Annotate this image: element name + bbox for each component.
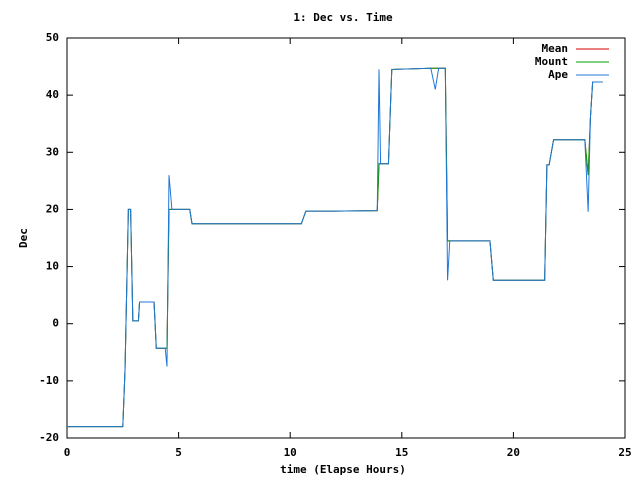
series-line <box>67 67 603 428</box>
chart-title: 1: Dec vs. Time <box>293 11 393 24</box>
y-tick-label: 30 <box>46 145 59 158</box>
legend-label: Mount <box>535 55 568 68</box>
legend-label: Ape <box>548 68 568 81</box>
x-axis-label: time (Elapse Hours) <box>280 463 406 476</box>
legend-label: Mean <box>542 42 569 55</box>
y-axis-label: Dec <box>17 228 30 248</box>
x-tick-label: 15 <box>395 446 408 459</box>
x-tick-label: 25 <box>618 446 631 459</box>
y-tick-label: -10 <box>39 374 59 387</box>
y-tick-label: 50 <box>46 31 59 44</box>
x-tick-label: 20 <box>507 446 520 459</box>
series-line <box>67 67 603 428</box>
y-tick-label: -20 <box>39 431 59 444</box>
x-tick-label: 0 <box>64 446 71 459</box>
plot-frame <box>66 37 626 439</box>
y-tick-label: 10 <box>46 260 59 273</box>
x-tick-label: 10 <box>284 446 297 459</box>
y-tick-label: 20 <box>46 202 59 215</box>
y-tick-label: 0 <box>52 317 59 330</box>
y-tick-label: 40 <box>46 88 59 101</box>
x-tick-label: 5 <box>175 446 182 459</box>
series-line <box>67 67 603 428</box>
